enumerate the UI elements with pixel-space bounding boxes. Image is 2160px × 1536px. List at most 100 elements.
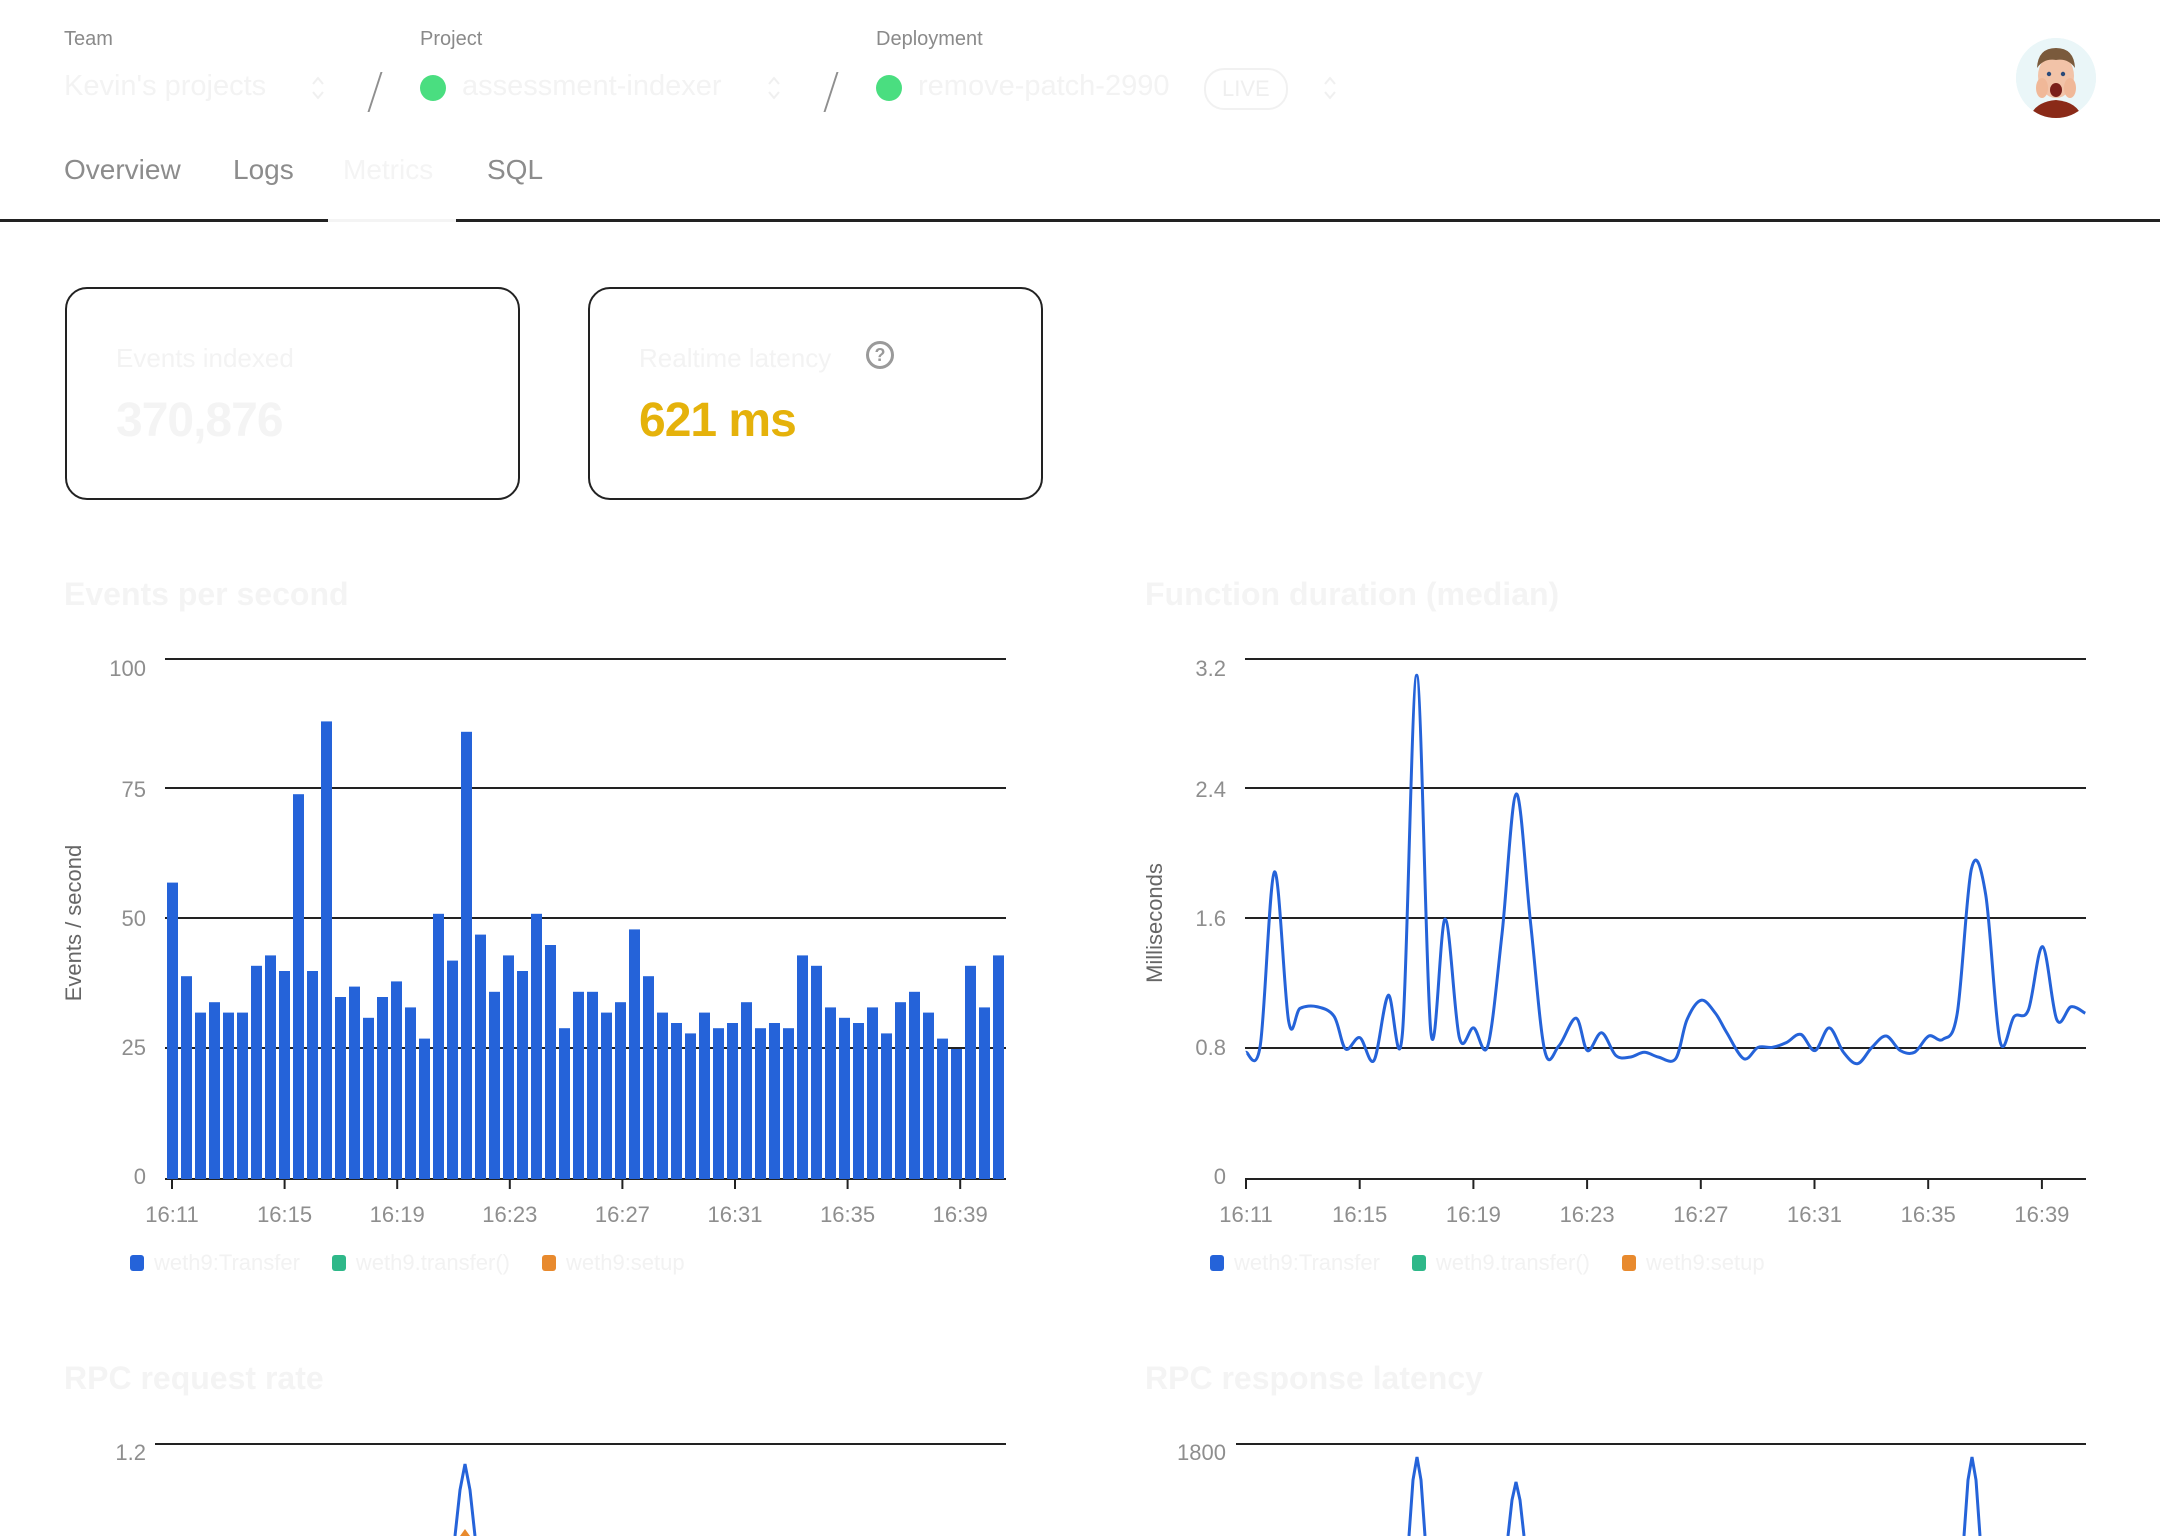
bar[interactable] <box>881 1033 892 1179</box>
team-name[interactable]: Kevin's projects <box>64 70 267 102</box>
bar[interactable] <box>699 1012 710 1179</box>
bar[interactable] <box>251 965 262 1179</box>
x-tick-label: 16:39 <box>932 1202 988 1227</box>
bar[interactable] <box>475 934 486 1179</box>
avatar[interactable] <box>2016 38 2096 118</box>
legend-item[interactable]: weth9.transfer() <box>331 1250 510 1276</box>
legend-swatch <box>1210 1255 1224 1271</box>
y-tick-label: 75 <box>121 777 146 802</box>
bar[interactable] <box>279 971 290 1179</box>
legend-item[interactable]: weth9:setup <box>541 1250 685 1276</box>
bar[interactable] <box>825 1007 836 1179</box>
bar[interactable] <box>671 1023 682 1179</box>
tab-overview[interactable]: Overview <box>64 154 181 185</box>
bar[interactable] <box>335 997 346 1179</box>
line-series[interactable] <box>1244 673 2087 1066</box>
bar[interactable] <box>209 1002 220 1179</box>
bar[interactable] <box>307 971 318 1179</box>
bar[interactable] <box>377 997 388 1179</box>
chevron-up-down-icon[interactable] <box>1322 72 1338 104</box>
y-tick-label: 3.2 <box>1195 656 1226 681</box>
bar[interactable] <box>965 965 976 1179</box>
x-tick-label: 16:35 <box>1900 1202 1956 1227</box>
bar[interactable] <box>853 1023 864 1179</box>
bar[interactable] <box>573 991 584 1179</box>
deployment-status-dot <box>876 75 902 101</box>
bar[interactable] <box>265 955 276 1179</box>
bar[interactable] <box>391 981 402 1179</box>
bar[interactable] <box>405 1007 416 1179</box>
bar[interactable] <box>181 976 192 1179</box>
y-tick-label: 2.4 <box>1195 777 1226 802</box>
x-tick-label: 16:27 <box>594 1202 650 1227</box>
bar[interactable] <box>839 1017 850 1179</box>
y-tick-label: 1.6 <box>1195 906 1226 931</box>
bar[interactable] <box>979 1007 990 1179</box>
bar[interactable] <box>657 1012 668 1179</box>
deployment-name[interactable]: remove-patch-2990 <box>918 70 1170 102</box>
bar[interactable] <box>447 960 458 1179</box>
bar[interactable] <box>237 1012 248 1179</box>
bar[interactable] <box>615 1002 626 1179</box>
legend-label: weth9:setup <box>565 1250 685 1275</box>
legend-item[interactable]: weth9:Transfer <box>1210 1250 1380 1276</box>
chevron-up-down-icon[interactable] <box>310 72 326 104</box>
stat-value: 621 ms <box>639 394 797 447</box>
legend-item[interactable]: weth9:setup <box>1621 1250 1765 1276</box>
bar[interactable] <box>587 991 598 1179</box>
tab-sql[interactable]: SQL <box>487 154 544 185</box>
bar[interactable] <box>601 1012 612 1179</box>
bar[interactable] <box>545 945 556 1179</box>
bar[interactable] <box>223 1012 234 1179</box>
bar[interactable] <box>783 1028 794 1179</box>
bar[interactable] <box>461 731 472 1179</box>
bar[interactable] <box>503 955 514 1179</box>
bar[interactable] <box>811 965 822 1179</box>
project-label: Project <box>420 28 483 50</box>
bar[interactable] <box>517 971 528 1179</box>
tab-logs[interactable]: Logs <box>233 154 294 185</box>
bar[interactable] <box>713 1028 724 1179</box>
bar[interactable] <box>727 1023 738 1179</box>
bar[interactable] <box>167 882 178 1179</box>
project-name[interactable]: assessment-indexer <box>462 70 722 102</box>
chevron-up-down-icon[interactable] <box>766 72 782 104</box>
x-tick-label: 16:31 <box>707 1202 763 1227</box>
legend-item[interactable]: weth9.transfer() <box>1411 1250 1590 1276</box>
bar[interactable] <box>419 1038 430 1179</box>
bar[interactable] <box>195 1012 206 1179</box>
bar[interactable] <box>363 1017 374 1179</box>
bar[interactable] <box>489 991 500 1179</box>
bar[interactable] <box>559 1028 570 1179</box>
x-tick-label: 16:11 <box>145 1202 199 1227</box>
help-icon[interactable]: ? <box>866 341 894 369</box>
bar[interactable] <box>433 913 444 1179</box>
bar[interactable] <box>797 955 808 1179</box>
bar[interactable] <box>923 1012 934 1179</box>
bar[interactable] <box>629 929 640 1179</box>
bar[interactable] <box>349 986 360 1179</box>
bar[interactable] <box>685 1033 696 1179</box>
legend-item[interactable]: weth9:Transfer <box>130 1250 300 1276</box>
bar[interactable] <box>993 955 1004 1179</box>
bar[interactable] <box>769 1023 780 1179</box>
bar[interactable] <box>643 976 654 1179</box>
x-tick-label: 16:31 <box>1786 1202 1843 1227</box>
bar[interactable] <box>531 913 542 1179</box>
bar[interactable] <box>909 991 920 1179</box>
tab-metrics[interactable]: Metrics <box>343 154 434 185</box>
bar[interactable] <box>867 1007 878 1179</box>
legend-label: weth9.transfer() <box>1435 1250 1590 1275</box>
x-tick-label: 16:15 <box>257 1202 313 1227</box>
bar[interactable] <box>895 1002 906 1179</box>
bar[interactable] <box>293 794 304 1179</box>
bar[interactable] <box>951 1049 962 1179</box>
bar[interactable] <box>321 721 332 1179</box>
bar[interactable] <box>741 1002 752 1179</box>
bar[interactable] <box>937 1038 948 1179</box>
bar[interactable] <box>755 1028 766 1179</box>
